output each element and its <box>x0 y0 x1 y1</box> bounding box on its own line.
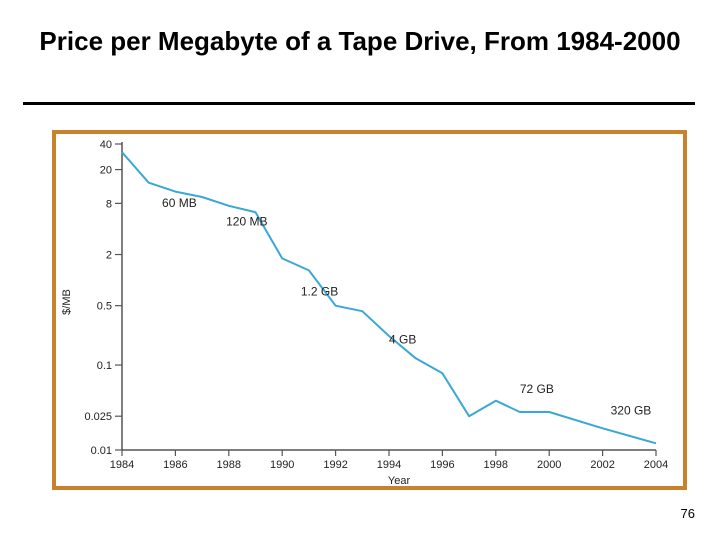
page-number: 76 <box>680 506 695 521</box>
x-axis-label: Year <box>388 475 411 486</box>
x-tick-label: 2002 <box>590 459 614 471</box>
x-tick-label: 1996 <box>430 459 454 471</box>
capacity-annotation: 60 MB <box>162 196 197 210</box>
x-tick-label: 1994 <box>377 459 401 471</box>
slide-title: Price per Megabyte of a Tape Drive, From… <box>39 26 681 56</box>
x-tick-label: 2000 <box>537 459 561 471</box>
capacity-annotation: 72 GB <box>520 382 554 396</box>
capacity-annotation: 1.2 GB <box>301 284 338 298</box>
capacity-annotation: 120 MB <box>226 214 267 228</box>
x-tick-label: 1990 <box>270 459 294 471</box>
price-series-line <box>121 151 657 445</box>
y-axis-label: $/MB <box>61 289 73 315</box>
capacity-annotation: 4 GB <box>389 332 416 346</box>
y-tick-label: 2 <box>106 250 112 262</box>
x-tick-label: 1992 <box>323 459 347 471</box>
y-tick-label: 0.1 <box>97 360 112 372</box>
x-tick-label: 1998 <box>484 459 508 471</box>
x-tick-label: 1988 <box>217 459 241 471</box>
y-tick-label: 0.01 <box>91 445 112 457</box>
x-tick-label: 1984 <box>110 459 134 471</box>
x-tick-label: 2004 <box>644 459 668 471</box>
y-tick-label: 40 <box>100 139 112 151</box>
x-tick-label: 1986 <box>163 459 187 471</box>
capacity-annotation: 320 GB <box>611 404 652 418</box>
chart-frame: 40 20 8 2 0.5 0.1 0.025 0.01 1984 1986 1988 1990 199… <box>52 130 687 490</box>
title-divider <box>23 102 695 105</box>
price-per-mb-chart: 40 20 8 2 0.5 0.1 0.025 0.01 1984 1986 1988 1990 199… <box>61 139 668 486</box>
y-tick-label: 20 <box>100 165 112 177</box>
y-tick-label: 0.025 <box>84 411 112 423</box>
y-tick-label: 0.5 <box>97 301 112 313</box>
y-tick-label: 8 <box>106 198 112 210</box>
